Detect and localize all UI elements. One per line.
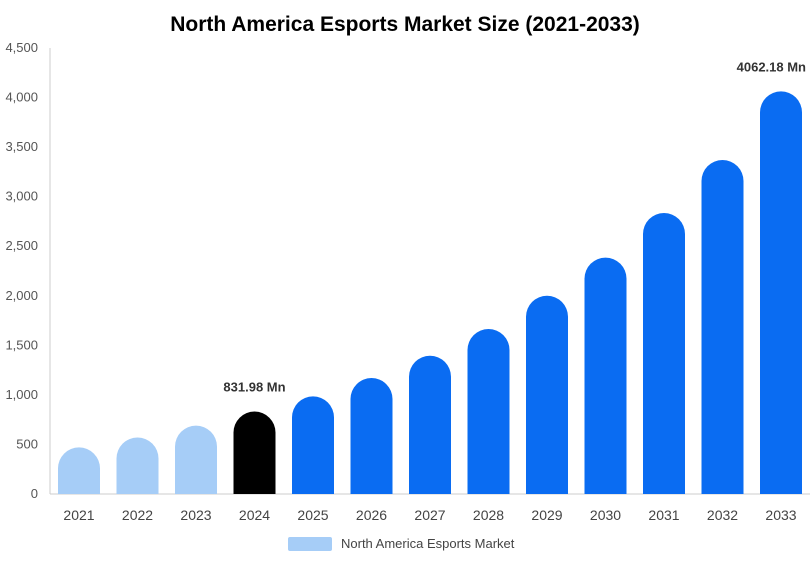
- bar-2027[interactable]: [409, 355, 451, 494]
- bar-2029[interactable]: [526, 295, 568, 494]
- x-tick-label: 2024: [239, 507, 270, 523]
- bar-2021[interactable]: [58, 447, 100, 494]
- x-tick-label: 2030: [590, 507, 621, 523]
- y-tick-label: 3,000: [5, 189, 38, 204]
- chart-title: North America Esports Market Size (2021-…: [170, 13, 640, 36]
- x-axis: 2021 2022 2023 2024 2025 2026 2027 2028 2029 2030…: [63, 507, 796, 523]
- bar-2031[interactable]: [643, 213, 685, 494]
- bar-2025[interactable]: [292, 396, 334, 494]
- x-tick-label: 2021: [63, 507, 94, 523]
- y-tick-label: 1,500: [5, 337, 38, 352]
- bar-2030[interactable]: [584, 257, 627, 494]
- bar-2022[interactable]: [116, 437, 159, 494]
- legend-swatch: [288, 537, 332, 551]
- y-tick-label: 2,500: [5, 238, 38, 253]
- x-tick-label: 2025: [297, 507, 328, 523]
- data-labels: 831.98 Mn 4062.18 Mn: [223, 59, 806, 394]
- legend-label: North America Esports Market: [341, 536, 515, 551]
- bar-2024[interactable]: [233, 411, 276, 494]
- x-tick-label: 2026: [356, 507, 387, 523]
- x-tick-label: 2031: [648, 507, 679, 523]
- bar-2026[interactable]: [350, 378, 393, 494]
- x-tick-label: 2027: [414, 507, 445, 523]
- bars: [58, 91, 802, 495]
- y-tick-label: 500: [16, 436, 38, 451]
- legend[interactable]: North America Esports Market: [288, 536, 515, 551]
- y-tick-label: 2,000: [5, 288, 38, 303]
- x-tick-label: 2029: [531, 507, 562, 523]
- y-tick-label: 3,500: [5, 139, 38, 154]
- bar-2032[interactable]: [701, 159, 744, 495]
- y-tick-label: 4,000: [5, 90, 38, 105]
- x-tick-label: 2023: [180, 507, 211, 523]
- x-tick-label: 2028: [473, 507, 504, 523]
- y-tick-label: 1,000: [5, 387, 38, 402]
- x-tick-label: 2032: [707, 507, 738, 523]
- bar-2033[interactable]: [760, 91, 802, 495]
- x-tick-label: 2033: [765, 507, 796, 523]
- y-tick-label: 4,500: [5, 40, 38, 55]
- data-label-2033: 4062.18 Mn: [737, 59, 806, 74]
- bar-2028[interactable]: [467, 328, 510, 494]
- data-label-2024: 831.98 Mn: [223, 380, 285, 395]
- x-tick-label: 2022: [122, 507, 153, 523]
- bar-2023[interactable]: [175, 425, 217, 494]
- y-axis: 0 500 1,000 1,500 2,000 2,500 3,000 3,500 4,000 4…: [5, 40, 38, 501]
- y-tick-label: 0: [31, 486, 38, 501]
